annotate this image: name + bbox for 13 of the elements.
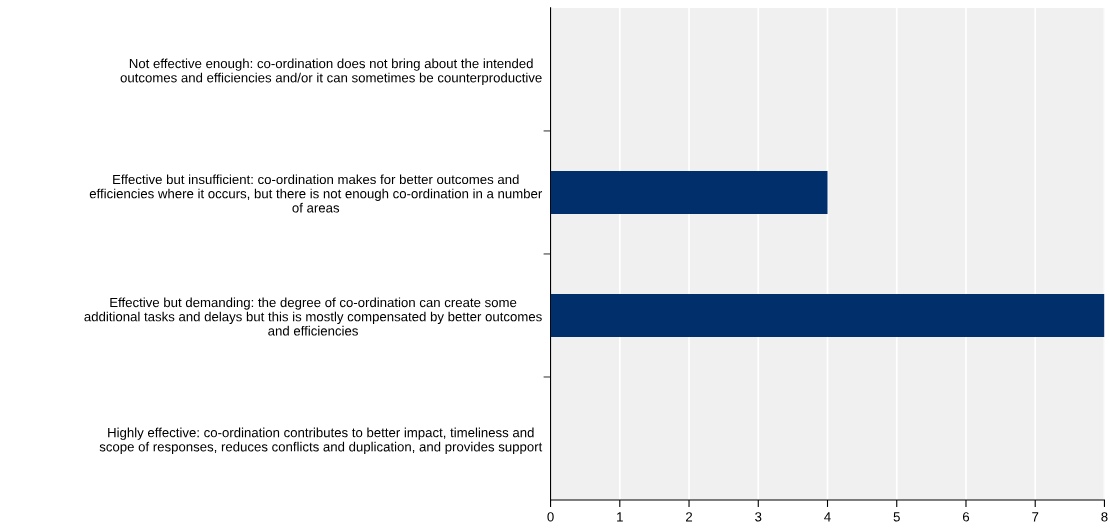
- x-tick-label: 2: [686, 512, 693, 522]
- x-tick-label: 8: [1101, 512, 1108, 522]
- x-tick-label: 3: [755, 512, 762, 522]
- y-tick-label: Effective but demanding: the degree of co-ordination can create some additional tasks and delays but this is mostly compensated by better outcomes and efficiencies: [84, 297, 542, 336]
- y-tick-label: Effective but insufficient: co-ordination makes for better outcomes and efficiencies where it occurs, but there is not enough co-ordination in a number of areas: [89, 174, 543, 213]
- y-tick-label: Not effective enough: co-ordination does not bring about the intended outcomes and efficiencies and/or it can sometimes be counterproductive: [120, 58, 542, 86]
- x-tick-label: 6: [962, 512, 970, 522]
- x-tick-label: 1: [617, 512, 623, 522]
- x-tick-label: 5: [893, 512, 900, 522]
- y-tick-label: Highly effective: co-ordination contributes to better impact, timeliness and scope of responses, reduces conflicts and duplication, and provides support: [99, 427, 543, 455]
- x-tick-label: 0: [547, 512, 554, 522]
- x-tick-label: 7: [1032, 512, 1039, 522]
- x-tick-label: 4: [824, 512, 831, 522]
